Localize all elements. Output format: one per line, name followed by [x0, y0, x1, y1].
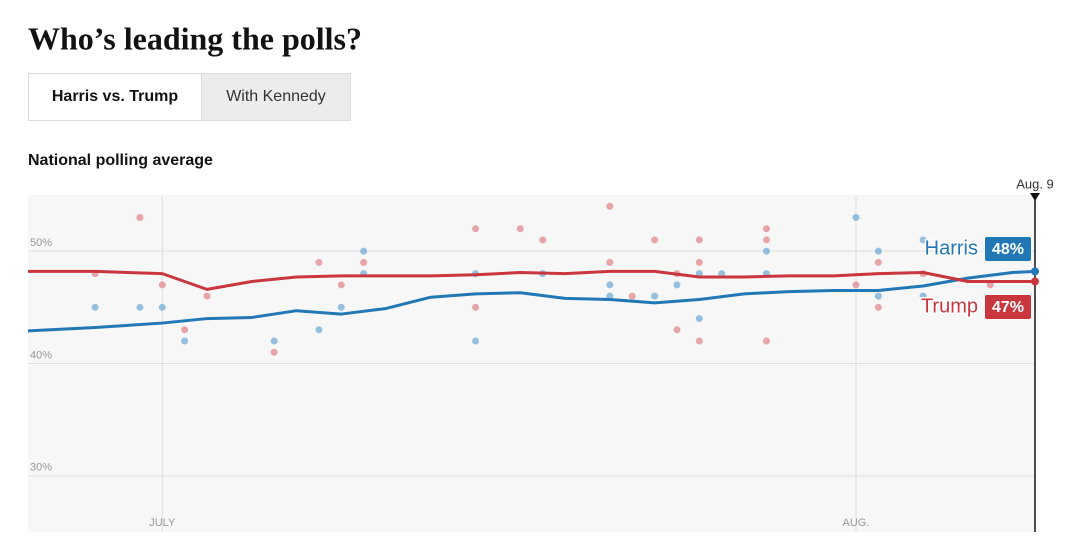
poll-dot	[673, 326, 681, 334]
poll-dot	[337, 303, 345, 311]
poll-dot	[91, 303, 99, 311]
poll-dot	[472, 337, 480, 345]
value-badge	[985, 295, 1031, 319]
poll-dot	[270, 337, 278, 345]
chart-title: National polling average	[28, 152, 213, 169]
series-line	[28, 269, 1035, 291]
poll-dot	[762, 337, 770, 345]
poll-dot	[516, 225, 524, 233]
poll-dot	[315, 326, 323, 334]
poll-dot	[628, 292, 636, 300]
x-tick-label: JULY	[149, 517, 176, 529]
poll-dot	[606, 281, 614, 289]
poll-dot	[315, 258, 323, 266]
poll-dot	[874, 247, 882, 255]
poll-dot	[136, 213, 144, 221]
line-end-dot	[1031, 277, 1039, 286]
poll-dot	[158, 303, 166, 311]
poll-dot	[539, 236, 547, 244]
poll-dot	[874, 292, 882, 300]
poll-dot	[762, 247, 770, 255]
value-label: 47%	[992, 299, 1024, 316]
poll-dot	[695, 315, 703, 323]
page-title: Who’s leading the polls?	[28, 20, 362, 56]
poll-dot	[606, 292, 614, 300]
y-tick-label: 30%	[30, 462, 52, 474]
tab-label[interactable]: Harris vs. Trump	[52, 88, 179, 105]
series-name: Harris	[925, 237, 978, 259]
poll-dot	[695, 236, 703, 244]
date-marker-arrow	[1030, 193, 1040, 201]
poll-dot	[762, 236, 770, 244]
poll-dot	[181, 337, 189, 345]
y-tick-label: 50%	[30, 237, 52, 249]
date-marker-label: Aug. 9	[1016, 176, 1054, 191]
poll-dot	[360, 258, 368, 266]
value-label: 48%	[992, 241, 1024, 258]
tab[interactable]	[28, 73, 202, 121]
poll-dot	[852, 281, 860, 289]
poll-dot	[181, 326, 189, 334]
poll-dot	[158, 281, 166, 289]
poll-dot	[673, 281, 681, 289]
poll-dot	[695, 337, 703, 345]
poll-dot	[606, 202, 614, 210]
poll-dot	[472, 225, 480, 233]
tab[interactable]	[201, 73, 351, 121]
poll-dot	[852, 213, 860, 221]
poll-dot	[337, 281, 345, 289]
poll-dot	[986, 281, 994, 289]
poll-dot	[651, 236, 659, 244]
series-line	[27, 269, 1036, 333]
poll-dot	[919, 292, 927, 300]
poll-dot	[718, 270, 726, 278]
series-name: Trump	[921, 295, 978, 317]
poll-dot	[919, 236, 927, 244]
poll-dot	[472, 303, 480, 311]
poll-dot	[651, 292, 659, 300]
x-tick-label: AUG.	[843, 517, 870, 529]
poll-dot	[874, 303, 882, 311]
poll-dot	[695, 258, 703, 266]
tab-label[interactable]: With Kennedy	[226, 88, 326, 105]
poll-dot	[606, 258, 614, 266]
poll-dot	[270, 348, 278, 356]
poll-dot	[762, 225, 770, 233]
value-badge	[985, 237, 1031, 261]
line-end-dot	[1031, 267, 1039, 276]
poll-dot	[874, 258, 882, 266]
poll-dot	[360, 247, 368, 255]
poll-dot	[136, 303, 144, 311]
poll-dot	[203, 292, 211, 300]
y-tick-label: 40%	[30, 349, 52, 361]
